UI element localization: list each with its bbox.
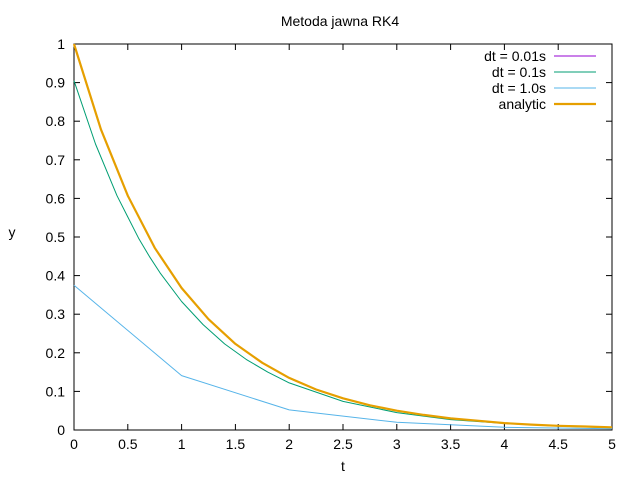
chart-title: Metoda jawna RK4 (281, 13, 400, 29)
legend-label: dt = 1.0s (492, 80, 546, 96)
y-tick-label: 0.9 (46, 75, 66, 91)
y-tick-label: 0.7 (46, 152, 66, 168)
x-tick-label: 2.5 (333, 436, 353, 452)
x-tick-label: 2 (285, 436, 293, 452)
series-line-2 (73, 80, 613, 429)
x-tick-label: 3 (393, 436, 401, 452)
y-tick-label: 0.6 (46, 190, 66, 206)
legend-label: dt = 0.01s (484, 48, 546, 64)
series-lines (72, 43, 613, 430)
y-tick-label: 1 (57, 36, 65, 52)
legend-label: analytic (499, 96, 546, 112)
y-tick-label: 0.1 (46, 383, 66, 399)
x-tick-label: 1.5 (226, 436, 246, 452)
y-tick-label: 0 (57, 422, 65, 438)
x-tick-label: 4 (501, 436, 509, 452)
y-tick-label: 0.8 (46, 113, 66, 129)
axis-ticks: 0 0.5 1 1.5 2 2.5 3 3.5 4 4.5 5 0 0.1 0.2 0.3 0.4 0.5 0.6… (46, 36, 617, 452)
y-tick-label: 0.3 (46, 306, 66, 322)
x-axis-label: t (341, 458, 345, 474)
y-tick-label: 0.5 (46, 229, 66, 245)
series-line-4 (72, 43, 613, 429)
x-tick-label: 1 (178, 436, 186, 452)
x-tick-label: 0.5 (118, 436, 138, 452)
y-tick-label: 0.2 (46, 345, 66, 361)
y-axis-label: y (9, 224, 16, 240)
x-tick-label: 4.5 (548, 436, 568, 452)
series-line-3 (73, 284, 613, 430)
legend-label: dt = 0.1s (492, 64, 546, 80)
x-tick-label: 3.5 (441, 436, 461, 452)
x-tick-label: 5 (608, 436, 616, 452)
y-tick-label: 0.4 (46, 268, 66, 284)
x-tick-label: 0 (70, 436, 78, 452)
